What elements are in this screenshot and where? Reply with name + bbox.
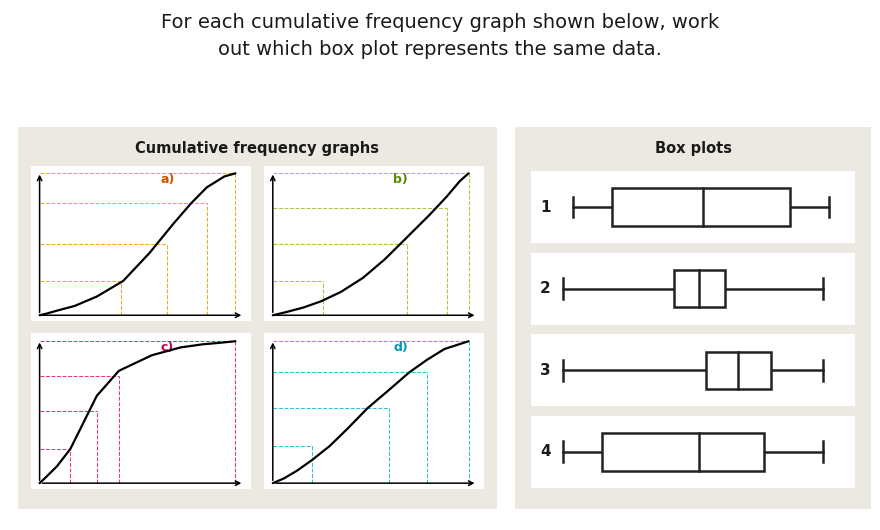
Text: c): c) <box>160 341 174 354</box>
Bar <box>706 351 771 389</box>
Text: 4: 4 <box>540 444 551 460</box>
Text: For each cumulative frequency graph shown below, work: For each cumulative frequency graph show… <box>161 13 719 32</box>
Text: d): d) <box>393 341 407 354</box>
Text: out which box plot represents the same data.: out which box plot represents the same d… <box>218 40 662 59</box>
Text: Cumulative frequency graphs: Cumulative frequency graphs <box>136 140 379 156</box>
Bar <box>602 433 765 471</box>
Text: Box plots: Box plots <box>655 140 731 156</box>
Text: 2: 2 <box>539 281 551 296</box>
Text: 3: 3 <box>540 363 551 378</box>
Text: 1: 1 <box>540 200 551 215</box>
Bar <box>673 270 725 307</box>
Text: b): b) <box>393 173 407 187</box>
Bar <box>612 188 790 226</box>
Text: a): a) <box>160 173 174 187</box>
